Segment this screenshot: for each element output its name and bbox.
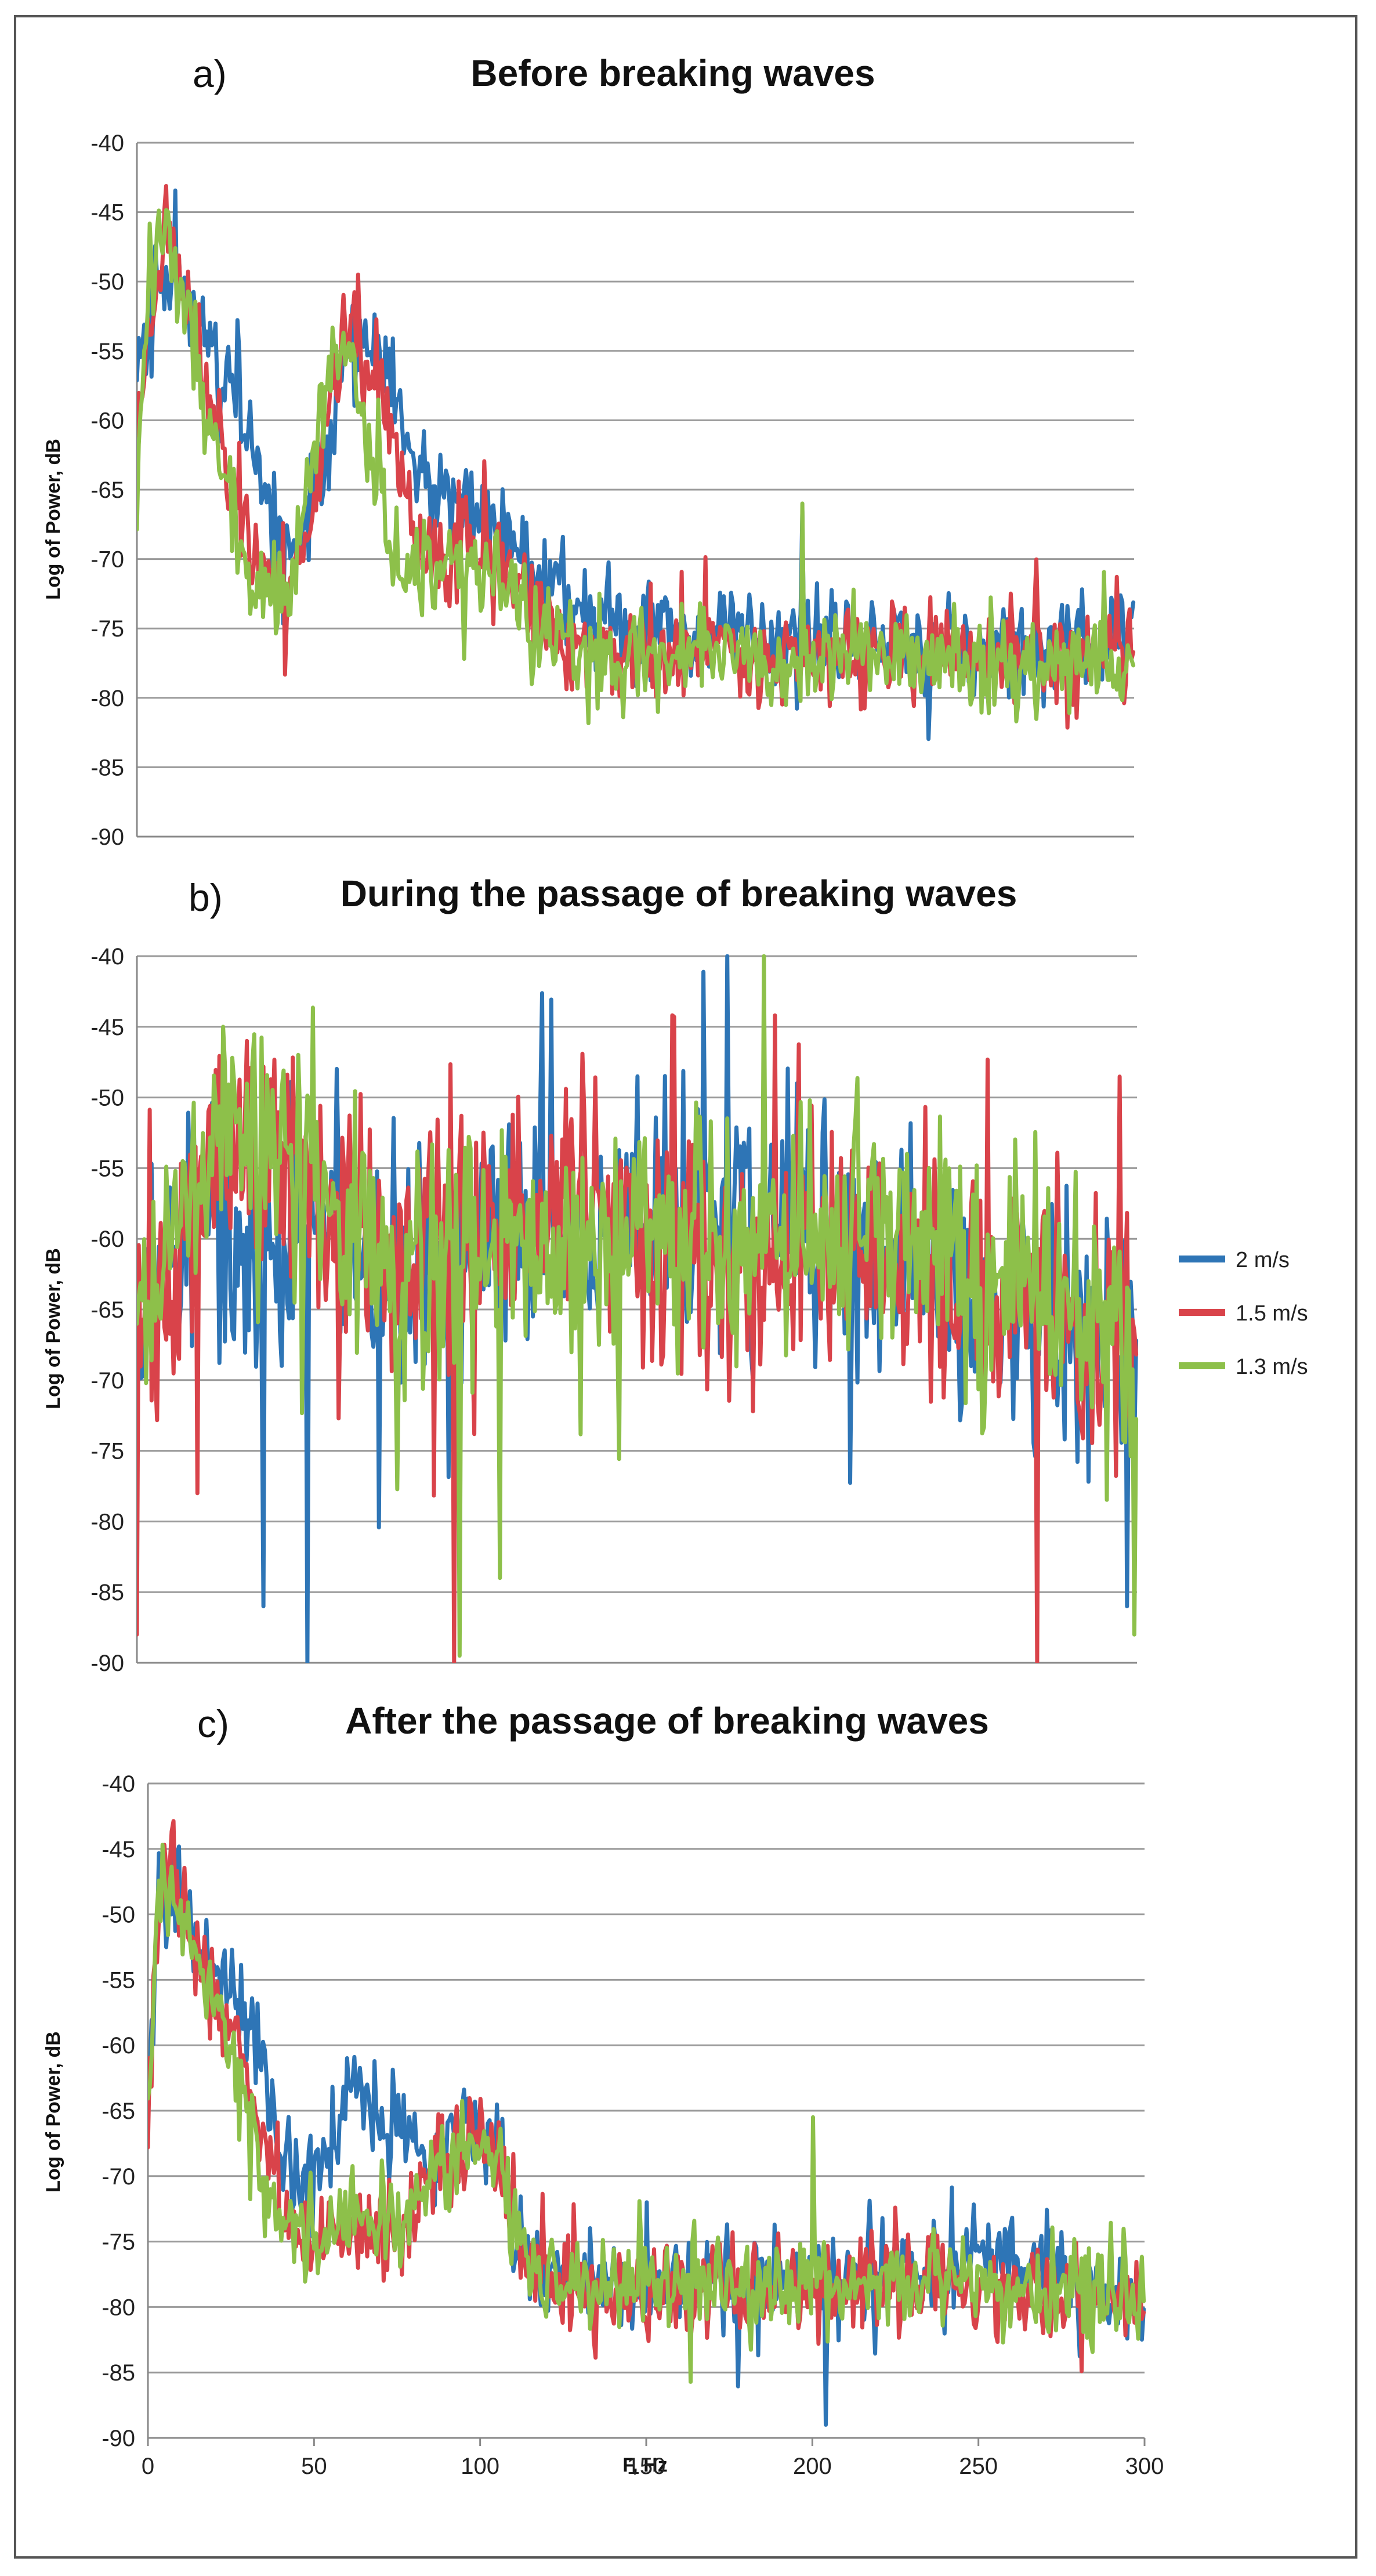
panel-c-series-2ms [148,1844,1146,2427]
panel-c: c) After the passage of breaking waves L… [42,1700,1164,2479]
panel-c-x-tick-label: 150 [627,2454,666,2479]
panel-c-y-tick-label: -90 [102,2426,135,2451]
panel-a: a) Before breaking waves Log of Power, d… [42,52,1136,850]
panel-b-series-1-3ms [137,954,1139,1658]
panel-a-y-tick-label: -85 [90,755,124,780]
legend: 2 m/s 1.5 m/s 1.3 m/s [1179,1248,1308,1379]
panel-b-y-tick-label: -75 [90,1439,124,1464]
panel-c-y-axis-label: Log of Power, dB [42,2031,64,2193]
panel-b-letter: b) [189,876,223,919]
panel-c-x-tick-label: 300 [1125,2454,1164,2479]
panel-b: b) During the passage of breaking waves … [42,873,1139,1676]
legend-label-1-5ms: 1.5 m/s [1236,1301,1308,1326]
panel-b-y-tick-label: -65 [90,1297,124,1323]
panel-a-y-tick-label: -40 [90,131,124,156]
panel-b-y-tick-label: -40 [90,944,124,969]
panel-c-y-tick-label: -75 [102,2230,135,2255]
legend-label-2ms: 2 m/s [1236,1248,1290,1272]
panel-a-plot: -40 -45 -50 -55 -60 -65 -70 -75 -80 -85 -90 [90,131,1136,850]
panel-c-y-tick-label: -45 [102,1837,135,1862]
x-axis-label: F, Hz [622,2454,667,2476]
panel-c-plot: -40 -45 -50 -55 -60 -65 -70 -75 -80 -85 -90 0 50 100 1… [102,1771,1164,2479]
panel-a-y-axis-label: Log of Power, dB [42,439,64,600]
panel-a-y-tick-label: -75 [90,616,124,642]
panel-a-y-tick-label: -70 [90,547,124,573]
panel-a-y-tick-label: -55 [90,339,124,364]
panel-a-y-tick-label: -50 [90,269,124,295]
panel-c-y-tick-label: -60 [102,2033,135,2058]
panel-a-y-tick-label: -90 [90,824,124,850]
panel-a-letter: a) [193,52,227,95]
panel-c-x-tick-label: 200 [793,2454,832,2479]
panel-a-y-tick-label: -60 [90,408,124,433]
panel-b-y-tick-label: -50 [90,1086,124,1111]
panel-a-y-tick-label: -45 [90,200,124,226]
panel-a-y-tick-label: -80 [90,686,124,711]
panel-b-y-tick-label: -60 [90,1227,124,1252]
panel-b-plot: -40 -45 -50 -55 -60 -65 -70 -75 -80 -85 -90 [90,944,1139,1676]
panel-c-y-tick-label: -50 [102,1902,135,1928]
panel-c-x-tick-label: 100 [461,2454,499,2479]
panel-a-y-tick-label: -65 [90,477,124,503]
panel-c-y-tick-label: -85 [102,2360,135,2386]
panel-a-series-1-3ms [137,208,1136,725]
panel-c-series-1-3ms [148,1843,1146,2384]
panel-b-y-tick-label: -55 [90,1156,124,1181]
legend-label-1-3ms: 1.3 m/s [1236,1355,1308,1379]
panel-b-y-tick-label: -45 [90,1015,124,1040]
panel-c-title: After the passage of breaking waves [345,1700,989,1742]
panel-c-y-tick-label: -80 [102,2295,135,2320]
panel-a-title: Before breaking waves [470,52,875,94]
panel-b-y-tick-label: -85 [90,1580,124,1605]
panel-b-title: During the passage of breaking waves [341,873,1017,914]
panel-c-y-tick-label: -55 [102,1967,135,1993]
panel-c-y-tick-label: -65 [102,2099,135,2124]
panel-c-y-tick-label: -70 [102,2164,135,2190]
panel-b-y-axis-label: Log of Power, dB [42,1248,64,1409]
figure-frame [14,15,1357,2559]
panel-c-y-tick-label: -40 [102,1771,135,1797]
panel-b-y-tick-label: -80 [90,1509,124,1535]
panel-c-letter: c) [197,1702,229,1745]
panel-c-x-tick-label: 0 [142,2454,154,2479]
panel-b-y-tick-label: -90 [90,1651,124,1676]
panel-c-x-tick-label: 50 [301,2454,327,2479]
panel-c-x-tick-label: 250 [959,2454,998,2479]
panel-b-y-tick-label: -70 [90,1368,124,1394]
